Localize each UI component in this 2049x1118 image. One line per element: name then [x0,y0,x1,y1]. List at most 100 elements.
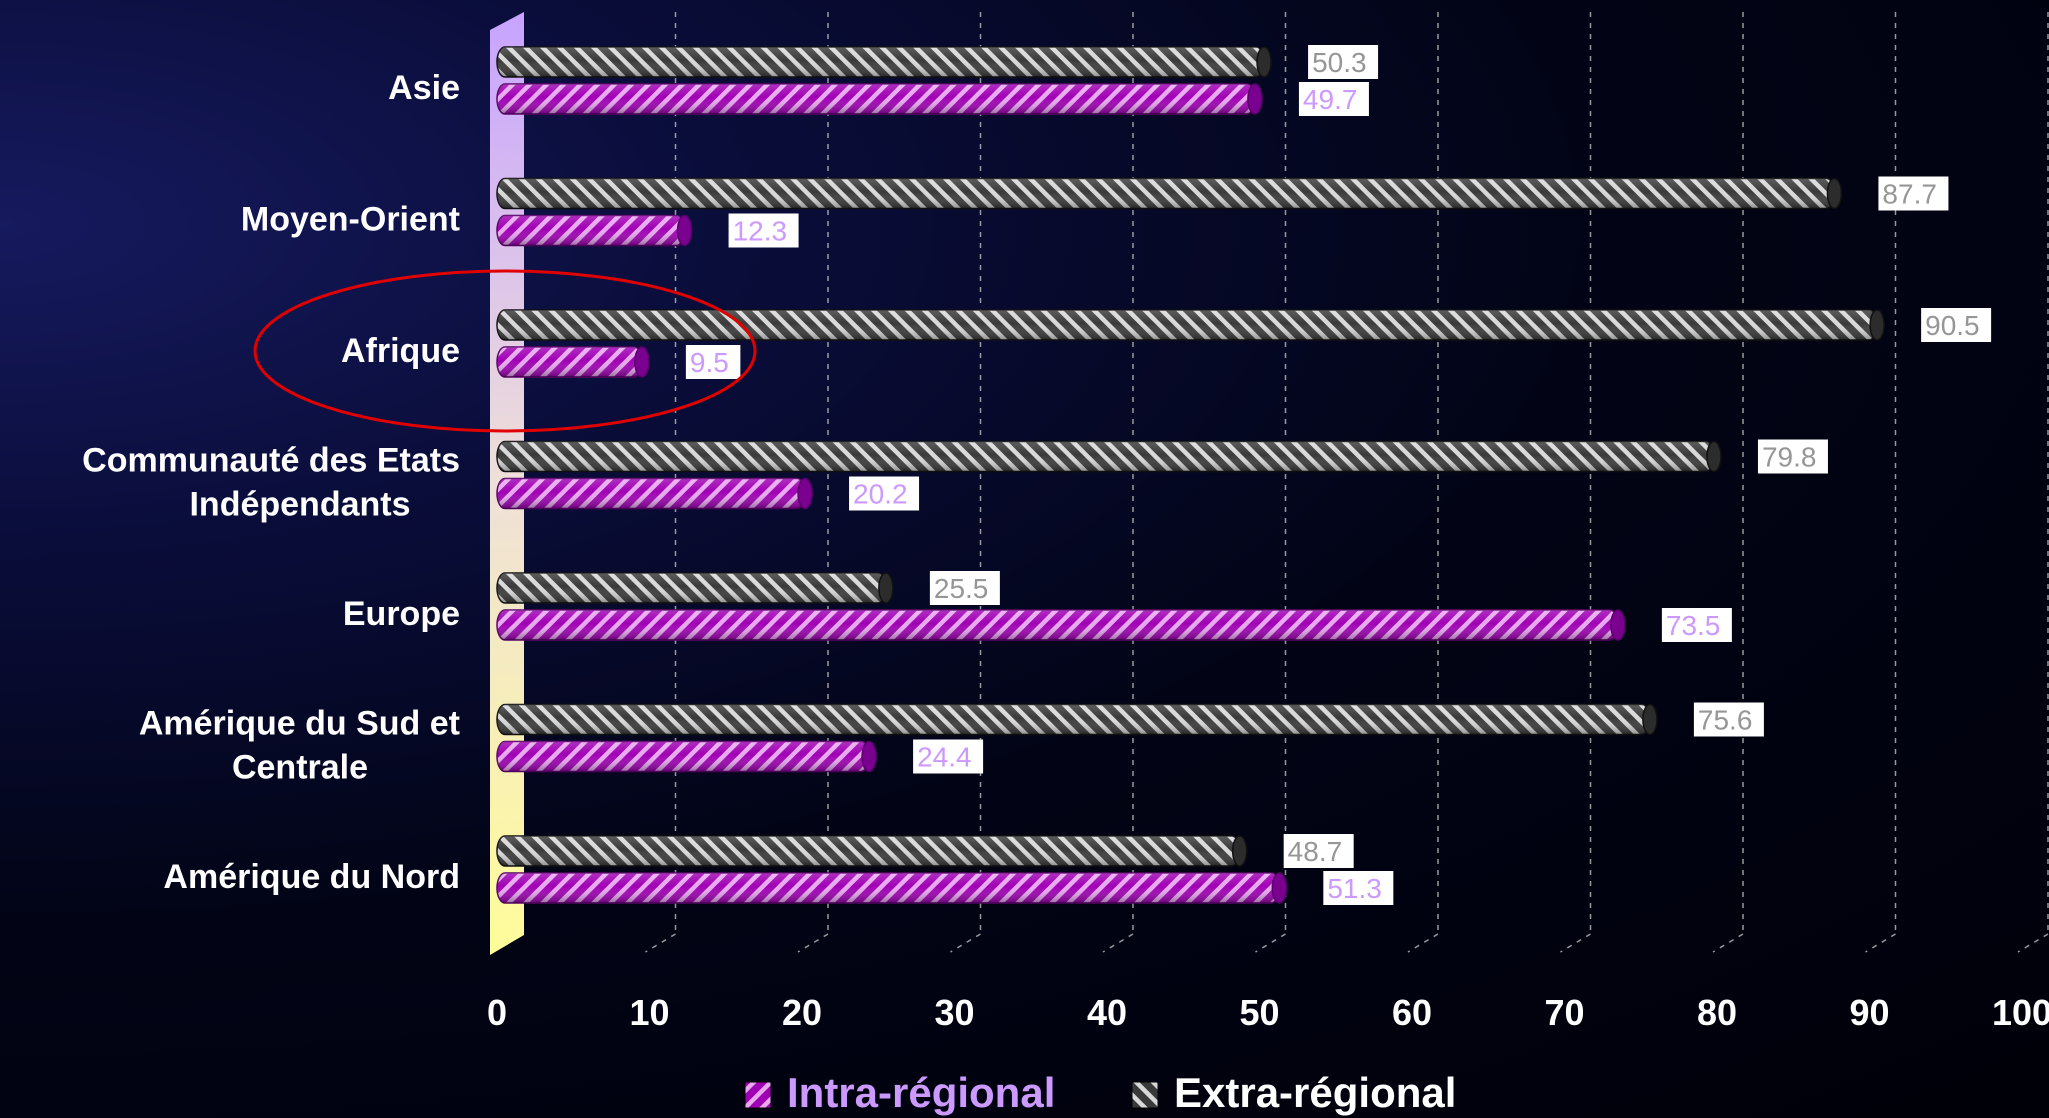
tick-label: 0 [487,992,507,1033]
bar-end-cap [1642,703,1658,736]
bar-end-cap [676,214,693,247]
data-label-bg [1878,176,1949,211]
legend-swatch-intra-regional [744,1081,772,1109]
grid-line-depth [1407,933,1439,953]
bar-end-cap [1706,440,1722,473]
grid-line-depth [1560,933,1591,953]
bar-extra-regional-europe [496,572,894,604]
bar-extra-regional-asie [496,46,1272,78]
grid-line-depth [797,933,829,953]
bar-intra-regional-europe [496,609,1626,641]
data-label: 79.8 [1762,442,1817,473]
bar-end-cap [1610,609,1626,641]
bar-shading [497,178,1835,209]
data-label-bg [1308,45,1379,79]
category-label-europe: Europe [343,595,460,633]
grid-line-depth [1865,933,1896,953]
bar-shading [497,573,886,603]
bar-end-cap [878,572,894,604]
grid-line-depth [1102,933,1134,953]
bar-end-cap [1869,309,1885,341]
bar-intra-regional-asie [496,83,1263,115]
bar-shading [497,441,1714,472]
bar-extra-regional-communaute-des-etats-independants [496,440,1722,473]
bar-shading [497,610,1618,640]
tick-label: 50 [1239,992,1279,1033]
data-label-bg [685,345,741,379]
bar-shading [497,836,1240,866]
category-label-communaute-des-etats-independants: Indépendants [189,486,410,524]
bar-end-cap [1256,46,1272,78]
data-label: 25.5 [934,573,989,604]
tick-label: 20 [782,992,822,1033]
bar-shading [497,215,685,246]
bar-extra-regional-afrique [496,309,1885,341]
highlight-ellipse-afrique [253,269,757,433]
category-label-communaute-des-etats-independants: Communauté des Etats [82,442,460,480]
bar-intra-regional-amerique-du-nord [496,872,1288,904]
data-label: 73.5 [1666,610,1721,641]
bar-shading [497,704,1650,735]
tick-label: 60 [1392,992,1432,1033]
grid-line-depth [2017,933,2049,953]
grid-line-depth [1712,933,1744,953]
data-label-bg [1757,439,1828,474]
tick-label: 80 [1697,992,1737,1033]
bar-shading [497,310,1878,340]
bar-end-cap [861,740,877,773]
data-label-bg [849,476,920,511]
data-label: 75.6 [1698,705,1753,736]
grid-line-depth [1255,933,1286,953]
data-label-bg [1661,608,1732,642]
data-label: 9.5 [690,347,729,378]
bar-shading [497,478,806,509]
tick-label: 70 [1544,992,1584,1033]
data-label-bg [728,213,799,248]
x-axis-ticks: 0 10 20 30 40 50 60 70 80 90 100 [487,992,2049,1033]
category-label-amerique-du-sud-et-centrale: Amérique du Sud et [139,705,460,743]
data-label-bg [929,571,1000,605]
bar-end-cap [1826,177,1843,210]
bars [496,46,1885,904]
tick-label: 90 [1849,992,1889,1033]
grid-line-depth [645,933,676,953]
bar-end-cap [1247,83,1263,115]
highlight-ellipse [253,269,757,433]
bar-end-cap [797,477,813,510]
bar-shading [497,47,1265,77]
bar-intra-regional-communaute-des-etats-independants [496,477,813,510]
category-label-amerique-du-sud-et-centrale: Centrale [232,749,368,787]
data-label: 51.3 [1327,873,1382,904]
category-label-amerique-du-nord: Amérique du Nord [163,858,460,896]
bar-end-cap [634,346,650,378]
data-label: 20.2 [853,479,908,510]
data-label: 90.5 [1925,310,1980,341]
legend-swatch-extra-regional [1131,1081,1159,1109]
data-label: 49.7 [1303,84,1358,115]
category-label-afrique: Afrique [341,332,460,370]
bar-shading [497,84,1255,114]
tick-label: 30 [934,992,974,1033]
data-labels: 48.7 51.3 75.6 24.4 25.5 73.5 79.8 20.2 90.5 9.5 8… [685,45,1992,905]
data-label: 48.7 [1288,836,1343,867]
bar-intra-regional-amerique-du-sud-et-centrale [496,740,877,773]
bar-shading [497,741,870,772]
bar-end-cap [1231,835,1248,867]
legend: Intra-régional Extra-régional [744,1069,1456,1116]
legend-label-intra-regional: Intra-régional [787,1069,1055,1116]
data-label-bg [913,739,984,774]
tick-label: 10 [629,992,669,1033]
bar-intra-regional-afrique [496,346,650,378]
bar-shading [497,873,1280,903]
data-label: 24.4 [917,742,972,773]
data-label: 87.7 [1882,179,1937,210]
data-label-bg [1921,308,1992,342]
grid-line-depth [950,933,981,953]
data-label-bg [1323,871,1394,905]
category-label-asie: Asie [388,69,460,107]
bar-extra-regional-amerique-du-nord [496,835,1248,867]
data-label-bg [1283,834,1354,868]
bar-extra-regional-amerique-du-sud-et-centrale [496,703,1658,736]
